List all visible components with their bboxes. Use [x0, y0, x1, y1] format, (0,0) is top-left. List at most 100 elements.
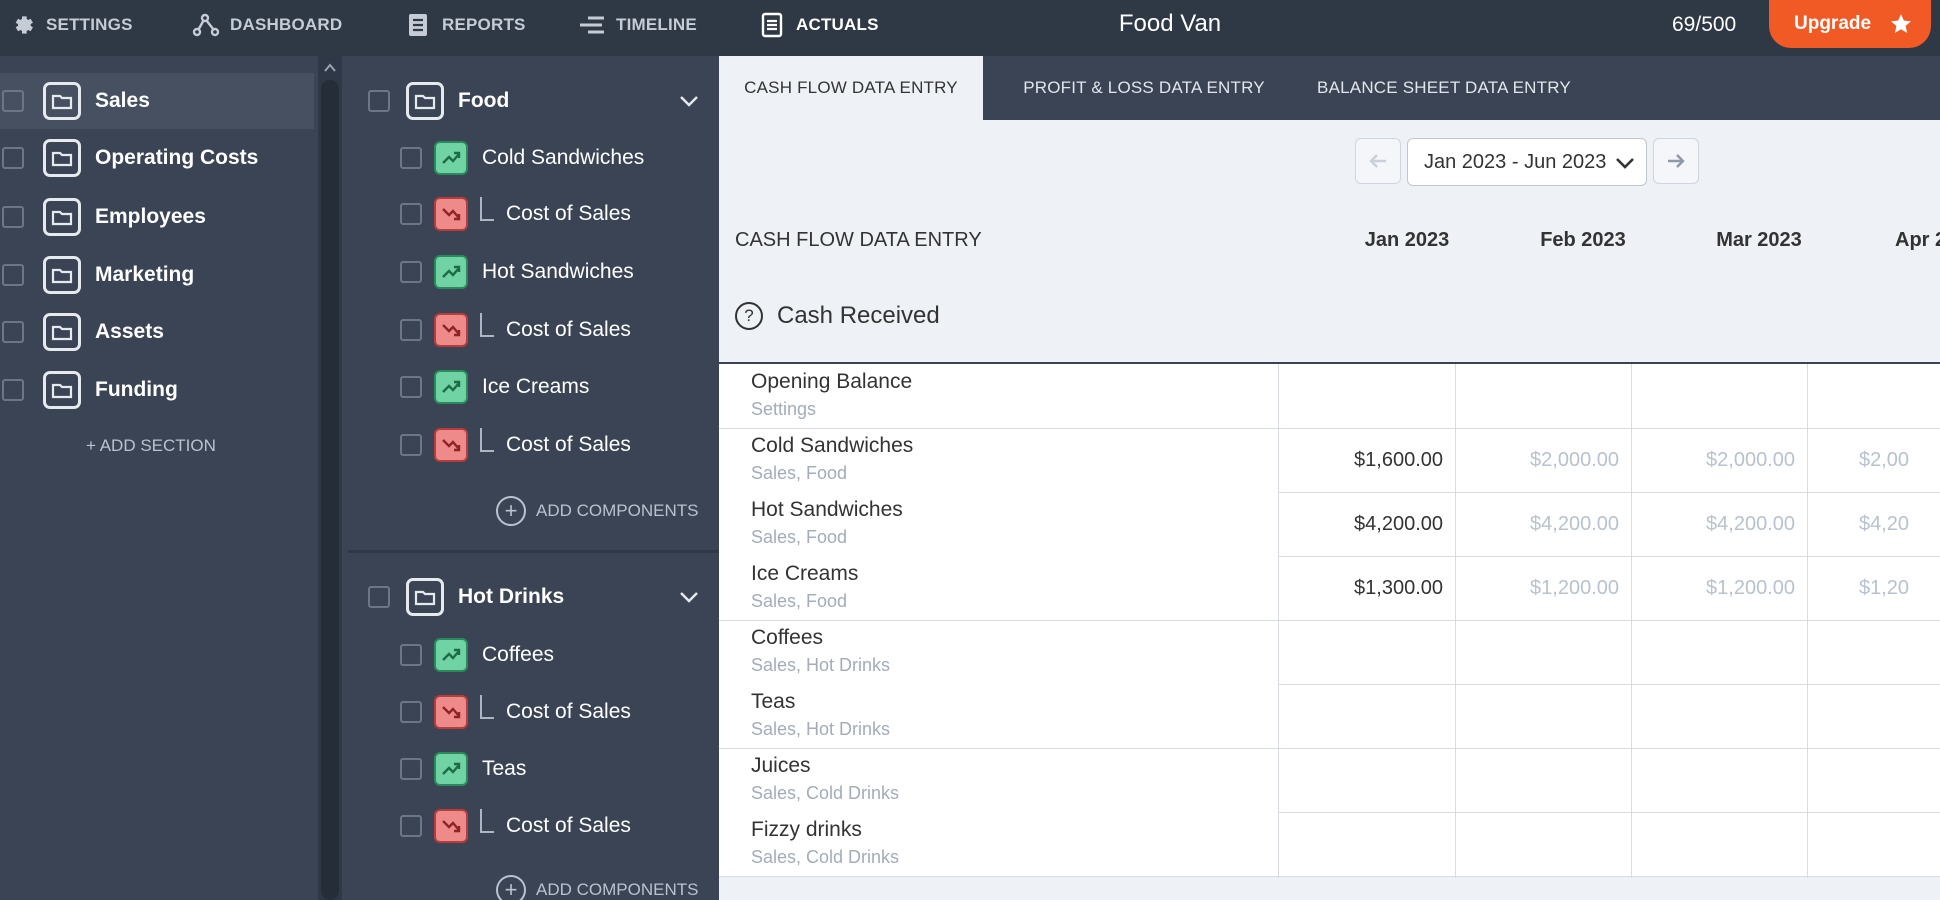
tab-profit-loss[interactable]: PROFIT & LOSS DATA ENTRY: [1023, 78, 1265, 97]
component-checkbox[interactable]: [400, 319, 422, 341]
trend-down-icon: [434, 695, 468, 729]
component-cost-of-sales[interactable]: Cost of Sales: [348, 688, 719, 736]
section-checkbox[interactable]: [2, 206, 24, 228]
group-header-food[interactable]: Food: [348, 73, 719, 129]
section-assets[interactable]: Assets: [0, 304, 314, 360]
component-checkbox[interactable]: [400, 815, 422, 837]
row-name: Cold Sandwiches: [751, 434, 914, 457]
value-cell[interactable]: [1457, 620, 1627, 684]
value-cell[interactable]: [1457, 684, 1627, 748]
upgrade-button[interactable]: Upgrade: [1769, 0, 1931, 48]
section-label: Assets: [95, 320, 164, 343]
chevron-down-icon[interactable]: [678, 586, 700, 608]
component-checkbox[interactable]: [400, 701, 422, 723]
section-checkbox[interactable]: [2, 90, 24, 112]
section-sales[interactable]: Sales: [0, 73, 314, 129]
component-checkbox[interactable]: [400, 758, 422, 780]
value-cell[interactable]: [1809, 684, 1940, 748]
group-header-hot-drinks[interactable]: Hot Drinks: [348, 569, 719, 625]
value-cell[interactable]: [1457, 812, 1627, 876]
value-cell[interactable]: [1633, 748, 1803, 812]
scrollbar-thumb[interactable]: [321, 80, 339, 900]
add-section-button[interactable]: + ADD SECTION: [86, 436, 216, 455]
value-cell[interactable]: [1633, 364, 1803, 428]
help-icon[interactable]: ?: [735, 302, 763, 330]
component-checkbox[interactable]: [400, 376, 422, 398]
component-cost-of-sales[interactable]: Cost of Sales: [348, 421, 719, 469]
value-cell[interactable]: [1281, 364, 1451, 428]
value-cell[interactable]: $4,200.00: [1354, 513, 1443, 535]
sections-scrollbar[interactable]: [318, 56, 342, 900]
nav-actuals[interactable]: ACTUALS: [758, 0, 879, 50]
component-cost-of-sales[interactable]: Cost of Sales: [348, 306, 719, 354]
value-cell[interactable]: $2,000.00: [1530, 449, 1619, 471]
component-checkbox[interactable]: [400, 644, 422, 666]
tab-cash-flow[interactable]: CASH FLOW DATA ENTRY: [719, 56, 983, 120]
trend-up-icon: [434, 141, 468, 175]
section-funding[interactable]: Funding: [0, 362, 314, 418]
value-cell[interactable]: [1281, 748, 1451, 812]
component-checkbox[interactable]: [400, 203, 422, 225]
value-cell[interactable]: $1,20: [1859, 577, 1910, 599]
component-cost-of-sales[interactable]: Cost of Sales: [348, 802, 719, 850]
date-range-select[interactable]: Jan 2023 - Jun 2023: [1407, 138, 1647, 186]
cash-received-label: Cash Received: [777, 302, 940, 329]
value-cell[interactable]: $2,00: [1859, 449, 1910, 471]
component-cold-sandwiches[interactable]: Cold Sandwiches: [348, 134, 719, 182]
chevron-down-icon[interactable]: [678, 90, 700, 112]
row-name: Fizzy drinks: [751, 818, 862, 841]
value-cell[interactable]: [1809, 812, 1940, 876]
section-checkbox[interactable]: [2, 147, 24, 169]
value-cell[interactable]: [1809, 620, 1940, 684]
value-cell[interactable]: [1633, 812, 1803, 876]
previous-period-button[interactable]: [1355, 138, 1401, 184]
component-count: 69/500: [1672, 13, 1737, 36]
next-period-button[interactable]: [1653, 138, 1699, 184]
add-components-button[interactable]: + ADD COMPONENTS: [496, 875, 698, 900]
value-cell[interactable]: [1281, 620, 1451, 684]
nav-settings[interactable]: SETTINGS: [8, 0, 133, 50]
value-cell[interactable]: $1,300.00: [1354, 577, 1443, 599]
nav-dashboard[interactable]: DASHBOARD: [192, 0, 342, 50]
value-cell[interactable]: $4,200.00: [1706, 513, 1795, 535]
section-marketing[interactable]: Marketing: [0, 247, 314, 303]
component-checkbox[interactable]: [400, 261, 422, 283]
value-cell[interactable]: [1809, 364, 1940, 428]
scroll-up-icon[interactable]: [323, 62, 337, 74]
value-cell[interactable]: $1,600.00: [1354, 449, 1443, 471]
component-checkbox[interactable]: [400, 147, 422, 169]
nav-reports[interactable]: REPORTS: [404, 0, 526, 50]
section-operating-costs[interactable]: Operating Costs: [0, 130, 314, 186]
trend-down-icon: [434, 809, 468, 843]
value-cell[interactable]: [1281, 684, 1451, 748]
group-checkbox[interactable]: [368, 586, 390, 608]
value-cell[interactable]: $1,200.00: [1530, 577, 1619, 599]
section-employees[interactable]: Employees: [0, 189, 314, 245]
section-checkbox[interactable]: [2, 264, 24, 286]
add-components-button[interactable]: + ADD COMPONENTS: [496, 496, 698, 526]
group-checkbox[interactable]: [368, 90, 390, 112]
section-checkbox[interactable]: [2, 379, 24, 401]
value-cell[interactable]: [1281, 812, 1451, 876]
component-coffees[interactable]: Coffees: [348, 631, 719, 679]
value-cell[interactable]: [1457, 364, 1627, 428]
tab-balance-sheet[interactable]: BALANCE SHEET DATA ENTRY: [1317, 78, 1571, 97]
component-label: Ice Creams: [482, 375, 590, 398]
value-cell[interactable]: [1809, 748, 1940, 812]
components-panel: Food Cold Sandwiches Cost of Sales Hot S…: [348, 56, 719, 900]
value-cell[interactable]: [1457, 748, 1627, 812]
value-cell[interactable]: [1633, 620, 1803, 684]
component-ice-creams[interactable]: Ice Creams: [348, 363, 719, 411]
value-cell[interactable]: $4,20: [1859, 513, 1910, 535]
section-checkbox[interactable]: [2, 321, 24, 343]
value-cell[interactable]: $1,200.00: [1706, 577, 1795, 599]
component-hot-sandwiches[interactable]: Hot Sandwiches: [348, 248, 719, 296]
value-cell[interactable]: $4,200.00: [1530, 513, 1619, 535]
component-teas[interactable]: Teas: [348, 745, 719, 793]
component-checkbox[interactable]: [400, 434, 422, 456]
value-cell[interactable]: $2,000.00: [1706, 449, 1795, 471]
value-cell[interactable]: [1633, 684, 1803, 748]
trend-down-icon: [434, 313, 468, 347]
nav-timeline[interactable]: TIMELINE: [578, 0, 697, 50]
component-cost-of-sales[interactable]: Cost of Sales: [348, 190, 719, 238]
